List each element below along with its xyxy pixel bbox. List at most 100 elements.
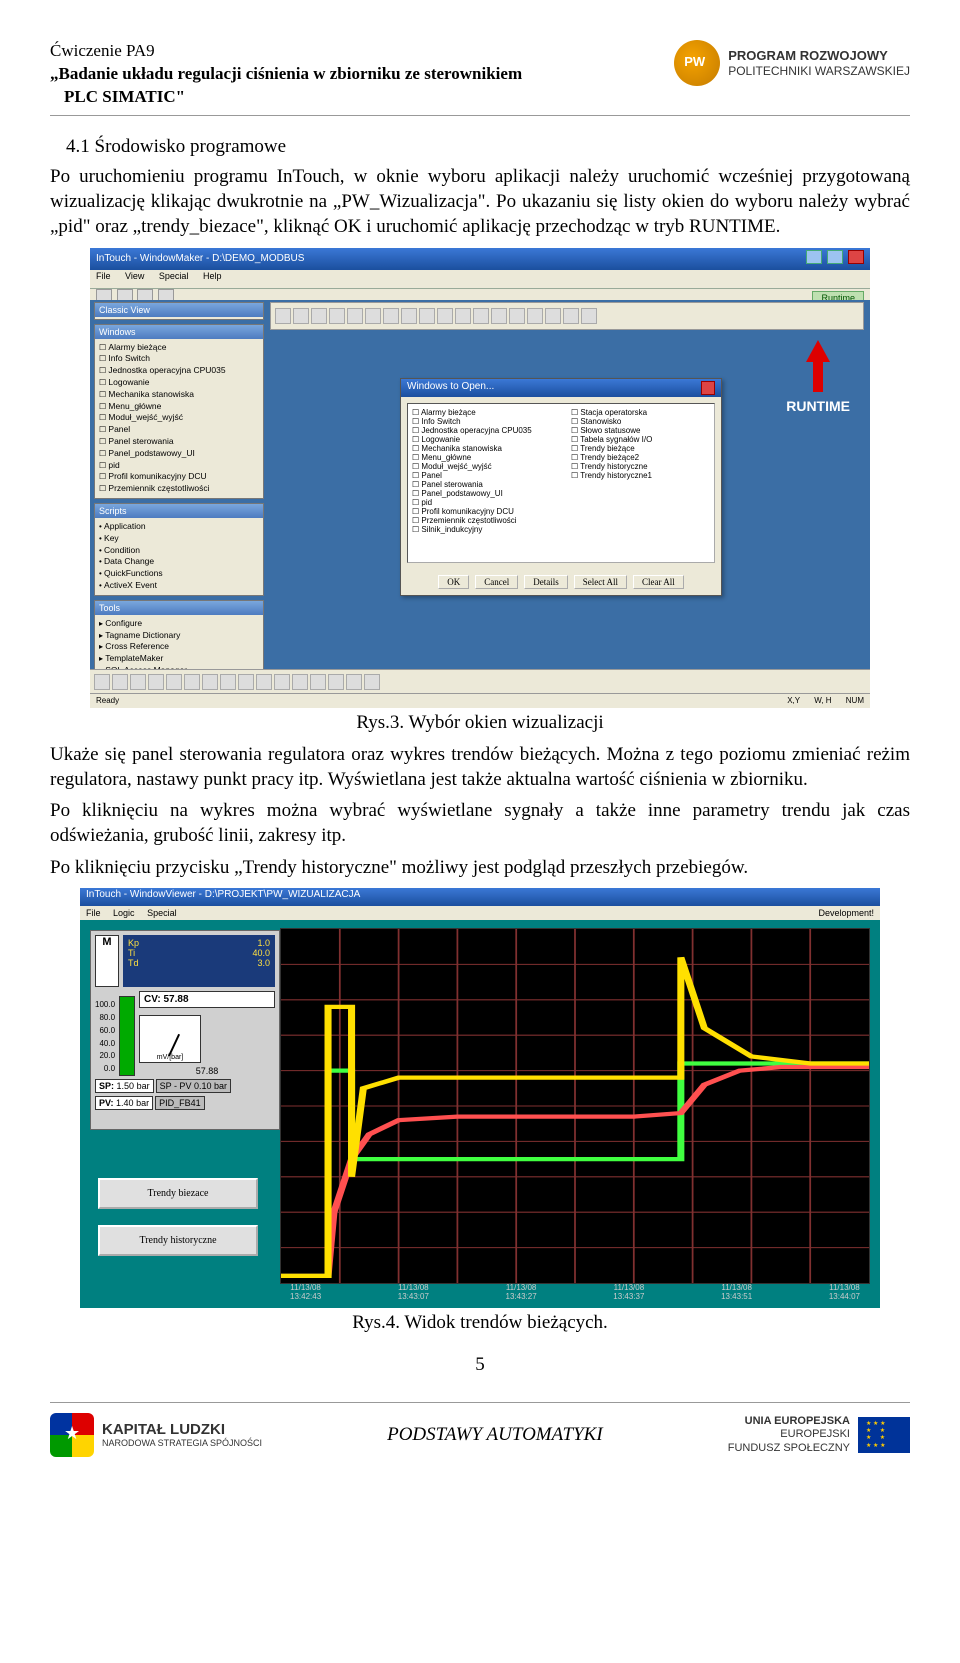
mode-indicator[interactable]: M bbox=[95, 935, 119, 987]
dialog-window-item[interactable]: Panel bbox=[412, 471, 551, 480]
dialog-window-item[interactable]: Profil komunikacyjny DCU bbox=[412, 507, 551, 516]
script-list-item[interactable]: Data Change bbox=[99, 556, 259, 568]
tool-icon[interactable] bbox=[347, 308, 363, 324]
tool-icon[interactable] bbox=[220, 674, 236, 690]
dialog-details-button[interactable]: Details bbox=[524, 575, 568, 589]
dialog-window-item[interactable]: Mechanika stanowiska bbox=[412, 444, 551, 453]
dialog-window-item[interactable]: Trendy historyczne1 bbox=[571, 471, 710, 480]
maximize-icon[interactable] bbox=[827, 250, 843, 264]
tool-icon[interactable] bbox=[311, 308, 327, 324]
dialog-window-item[interactable]: Panel_podstawowy_UI bbox=[412, 489, 551, 498]
tool-icon[interactable] bbox=[419, 308, 435, 324]
wv-menubar[interactable]: File Logic Special Development! bbox=[80, 906, 880, 920]
menu-special[interactable]: Special bbox=[147, 908, 177, 918]
menu-logic[interactable]: Logic bbox=[113, 908, 135, 918]
tool-icon[interactable] bbox=[365, 308, 381, 324]
tool-icon[interactable] bbox=[455, 308, 471, 324]
dialog-window-item[interactable]: Jednostka operacyjna CPU035 bbox=[412, 426, 551, 435]
menu-special[interactable]: Special bbox=[159, 271, 189, 281]
window-list-item[interactable]: pid bbox=[99, 460, 259, 472]
tool-icon[interactable] bbox=[473, 308, 489, 324]
dialog-select-all-button[interactable]: Select All bbox=[574, 575, 627, 589]
close-icon[interactable] bbox=[848, 250, 864, 264]
wm-menubar[interactable]: File View Special Help bbox=[90, 270, 870, 289]
dialog-window-item[interactable]: Silnik_indukcyjny bbox=[412, 525, 551, 534]
tool-icon[interactable] bbox=[346, 674, 362, 690]
minimize-icon[interactable] bbox=[806, 250, 822, 264]
tool-icon[interactable] bbox=[563, 308, 579, 324]
dialog-window-item[interactable]: Trendy bieżące bbox=[571, 444, 710, 453]
dialog-window-item[interactable]: Słowo statusowe bbox=[571, 426, 710, 435]
development-link[interactable]: Development! bbox=[818, 908, 874, 918]
script-list-item[interactable]: ActiveX Event bbox=[99, 580, 259, 592]
dialog-window-item[interactable]: Moduł_wejść_wyjść bbox=[412, 462, 551, 471]
dialog-window-item[interactable]: Info Switch bbox=[412, 417, 551, 426]
script-list-item[interactable]: Key bbox=[99, 533, 259, 545]
tool-list-item[interactable]: Configure bbox=[99, 618, 259, 630]
dialog-window-item[interactable]: Menu_główne bbox=[412, 453, 551, 462]
window-controls[interactable] bbox=[804, 250, 864, 267]
window-list-item[interactable]: Panel bbox=[99, 424, 259, 436]
tool-list-item[interactable]: Cross Reference bbox=[99, 641, 259, 653]
window-list-item[interactable]: Alarmy bieżące bbox=[99, 342, 259, 354]
window-list-item[interactable]: Logowanie bbox=[99, 377, 259, 389]
tool-icon[interactable] bbox=[328, 674, 344, 690]
menu-view[interactable]: View bbox=[125, 271, 144, 281]
window-list-item[interactable]: Menu_główne bbox=[99, 401, 259, 413]
classic-view-tab[interactable]: Classic View bbox=[94, 302, 264, 320]
tool-icon[interactable] bbox=[401, 308, 417, 324]
tool-icon[interactable] bbox=[292, 674, 308, 690]
dialog-clear-all-button[interactable]: Clear All bbox=[633, 575, 684, 589]
tool-icon[interactable] bbox=[437, 308, 453, 324]
dialog-window-item[interactable]: Panel sterowania bbox=[412, 480, 551, 489]
menu-file[interactable]: File bbox=[96, 271, 111, 281]
tool-icon[interactable] bbox=[581, 308, 597, 324]
script-list-item[interactable]: Application bbox=[99, 521, 259, 533]
tool-icon[interactable] bbox=[148, 674, 164, 690]
tool-icon[interactable] bbox=[94, 674, 110, 690]
dialog-window-item[interactable]: Trendy bieżące2 bbox=[571, 453, 710, 462]
menu-help[interactable]: Help bbox=[203, 271, 222, 281]
trend-chart[interactable] bbox=[280, 928, 870, 1284]
dialog-cancel-button[interactable]: Cancel bbox=[475, 575, 518, 589]
script-list-item[interactable]: QuickFunctions bbox=[99, 568, 259, 580]
tool-list-item[interactable]: Tagname Dictionary bbox=[99, 630, 259, 642]
tool-icon[interactable] bbox=[275, 308, 291, 324]
window-list-item[interactable]: Jednostka operacyjna CPU035 bbox=[99, 365, 259, 377]
dialog-ok-button[interactable]: OK bbox=[438, 575, 469, 589]
dialog-window-item[interactable]: Przemiennik częstotliwości bbox=[412, 516, 551, 525]
script-list-item[interactable]: Condition bbox=[99, 545, 259, 557]
tool-icon[interactable] bbox=[310, 674, 326, 690]
tool-icon[interactable] bbox=[202, 674, 218, 690]
tool-icon[interactable] bbox=[130, 674, 146, 690]
dialog-window-item[interactable]: Logowanie bbox=[412, 435, 551, 444]
dialog-window-item[interactable]: Tabela sygnałów I/O bbox=[571, 435, 710, 444]
dialog-window-item[interactable]: Stanowisko bbox=[571, 417, 710, 426]
tool-icon[interactable] bbox=[364, 674, 380, 690]
trendy-historyczne-button[interactable]: Trendy historyczne bbox=[98, 1225, 258, 1256]
dialog-close-icon[interactable] bbox=[701, 381, 715, 395]
tool-icon[interactable] bbox=[509, 308, 525, 324]
dialog-window-item[interactable]: Trendy historyczne bbox=[571, 462, 710, 471]
window-list-item[interactable]: Profil komunikacyjny DCU bbox=[99, 471, 259, 483]
window-list-item[interactable]: Info Switch bbox=[99, 353, 259, 365]
dialog-window-item[interactable]: Stacja operatorska bbox=[571, 408, 710, 417]
menu-file[interactable]: File bbox=[86, 908, 101, 918]
tool-icon[interactable] bbox=[238, 674, 254, 690]
window-list-item[interactable]: Moduł_wejść_wyjść bbox=[99, 412, 259, 424]
tool-list-item[interactable]: TemplateMaker bbox=[99, 653, 259, 665]
tool-icon[interactable] bbox=[383, 308, 399, 324]
tool-icon[interactable] bbox=[293, 308, 309, 324]
tool-icon[interactable] bbox=[545, 308, 561, 324]
tool-icon[interactable] bbox=[329, 308, 345, 324]
window-list-item[interactable]: Panel_podstawowy_UI bbox=[99, 448, 259, 460]
window-list-item[interactable]: Przemiennik częstotliwości bbox=[99, 483, 259, 495]
window-list-item[interactable]: Mechanika stanowiska bbox=[99, 389, 259, 401]
tool-icon[interactable] bbox=[527, 308, 543, 324]
tool-icon[interactable] bbox=[491, 308, 507, 324]
dialog-window-item[interactable]: Alarmy bieżące bbox=[412, 408, 551, 417]
tool-icon[interactable] bbox=[166, 674, 182, 690]
tool-icon[interactable] bbox=[256, 674, 272, 690]
tool-icon[interactable] bbox=[112, 674, 128, 690]
tool-icon[interactable] bbox=[184, 674, 200, 690]
